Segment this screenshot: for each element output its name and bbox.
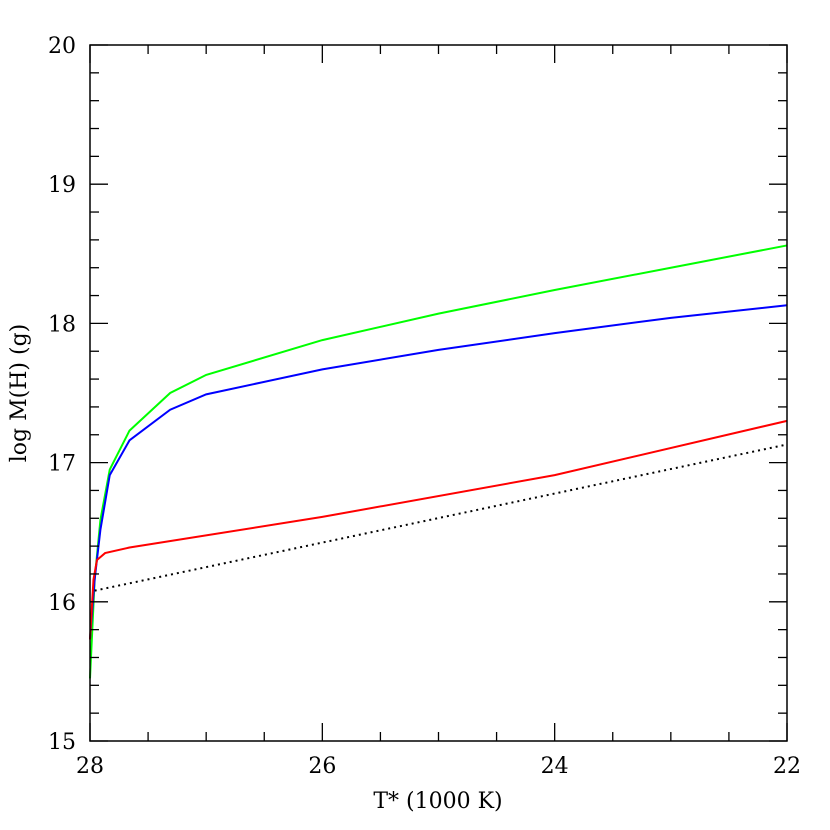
y-tick-label: 17: [48, 452, 76, 477]
x-tick-label: 28: [76, 754, 104, 779]
y-tick-label: 20: [48, 34, 76, 59]
x-tick-label: 26: [308, 754, 336, 779]
data-line: [89, 244, 788, 679]
data-line: [89, 419, 788, 640]
y-tick-label: 18: [48, 312, 76, 337]
x-axis-label: T* (1000 K): [373, 789, 502, 814]
y-tick-label: 19: [48, 173, 76, 198]
x-tick-label: 24: [541, 754, 569, 779]
plot-frame: [89, 44, 788, 742]
data-line: [94, 443, 788, 592]
data-line: [89, 304, 788, 640]
y-tick-label: 16: [48, 591, 76, 616]
x-tick-label: 22: [773, 754, 801, 779]
y-axis-label: log M(H) (g): [7, 324, 32, 462]
y-tick-label: 15: [48, 730, 76, 755]
